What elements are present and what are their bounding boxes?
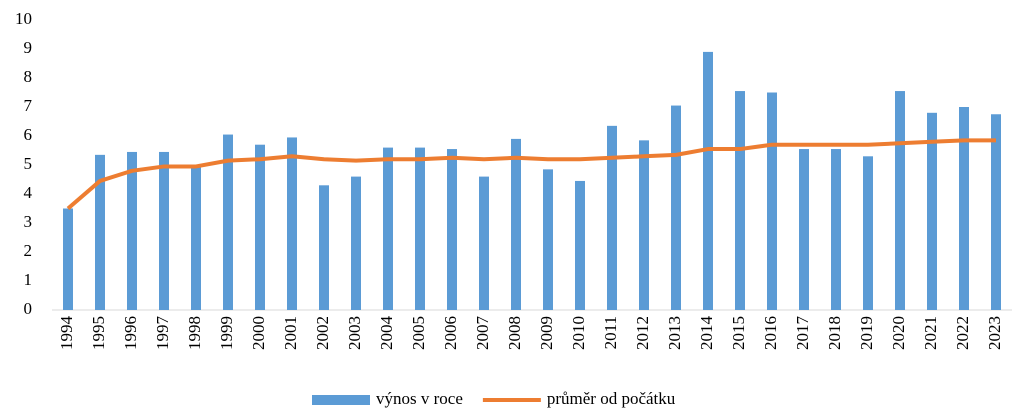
- bar: [895, 91, 905, 310]
- x-tick-label: 2002: [313, 316, 332, 350]
- x-tick-label: 2017: [793, 316, 812, 351]
- bar: [479, 176, 489, 310]
- bar: [671, 105, 681, 310]
- bar: [863, 156, 873, 310]
- y-tick-label: 2: [24, 241, 33, 260]
- bar: [159, 151, 169, 310]
- x-tick-label: 2020: [889, 316, 908, 350]
- x-tick-label: 2014: [697, 316, 716, 351]
- bar: [191, 166, 201, 310]
- x-tick-label: 1998: [185, 316, 204, 350]
- x-tick-label: 2007: [473, 316, 492, 351]
- bar: [607, 125, 617, 310]
- x-tick-label: 2005: [409, 316, 428, 350]
- bar: [63, 208, 73, 310]
- x-tick-label: 1994: [57, 316, 76, 351]
- bar: [255, 144, 265, 310]
- x-tick-label: 2013: [665, 316, 684, 350]
- bar: [383, 147, 393, 310]
- bar: [511, 138, 521, 310]
- bar: [959, 107, 969, 310]
- bar: [799, 149, 809, 310]
- bar: [351, 176, 361, 310]
- y-tick-label: 3: [24, 212, 33, 231]
- x-tick-label: 1995: [89, 316, 108, 350]
- y-tick-label: 7: [24, 96, 33, 115]
- x-tick-label: 1996: [121, 316, 140, 350]
- x-tick-label: 2011: [601, 316, 620, 349]
- y-tick-label: 9: [24, 38, 33, 57]
- bar: [543, 169, 553, 310]
- bar: [127, 151, 137, 310]
- x-tick-label: 2018: [825, 316, 844, 350]
- x-tick-label: 2001: [281, 316, 300, 350]
- bar: [287, 137, 297, 310]
- x-tick-label: 2016: [761, 316, 780, 350]
- bar: [703, 51, 713, 311]
- x-tick-label: 2015: [729, 316, 748, 350]
- x-tick-label: 1997: [153, 316, 172, 351]
- legend-swatch: [312, 395, 370, 405]
- bar: [415, 147, 425, 310]
- x-tick-label: 2008: [505, 316, 524, 350]
- bar: [639, 140, 649, 310]
- bar: [735, 91, 745, 310]
- legend-label: průměr od počátku: [547, 389, 676, 408]
- y-tick-label: 4: [24, 183, 33, 202]
- x-tick-label: 2022: [953, 316, 972, 350]
- legend-label: výnos v roce: [376, 389, 463, 408]
- bar: [319, 185, 329, 310]
- bar: [831, 149, 841, 310]
- y-tick-label: 10: [15, 9, 32, 28]
- bar: [575, 180, 585, 310]
- line: [66, 138, 996, 211]
- x-tick-label: 1999: [217, 316, 236, 350]
- y-tick-label: 8: [24, 67, 33, 86]
- x-tick-label: 2019: [857, 316, 876, 350]
- x-tick-label: 2010: [569, 316, 588, 350]
- bar: [991, 114, 1001, 310]
- x-tick-label: 2021: [921, 316, 940, 350]
- x-tick-label: 2009: [537, 316, 556, 350]
- bar: [447, 149, 457, 310]
- x-tick-label: 2000: [249, 316, 268, 350]
- x-tick-label: 2012: [633, 316, 652, 350]
- y-tick-label: 5: [24, 154, 33, 173]
- bar: [767, 92, 777, 310]
- y-tick-label: 0: [24, 299, 33, 318]
- bar: [223, 134, 233, 310]
- x-tick-label: 2023: [985, 316, 1004, 350]
- bar: [927, 112, 937, 310]
- x-tick-label: 2006: [441, 316, 460, 350]
- x-tick-label: 2003: [345, 316, 364, 350]
- x-tick-label: 2004: [377, 316, 396, 351]
- y-tick-label: 6: [24, 125, 33, 144]
- bar: [95, 154, 105, 310]
- y-tick-label: 1: [24, 270, 33, 289]
